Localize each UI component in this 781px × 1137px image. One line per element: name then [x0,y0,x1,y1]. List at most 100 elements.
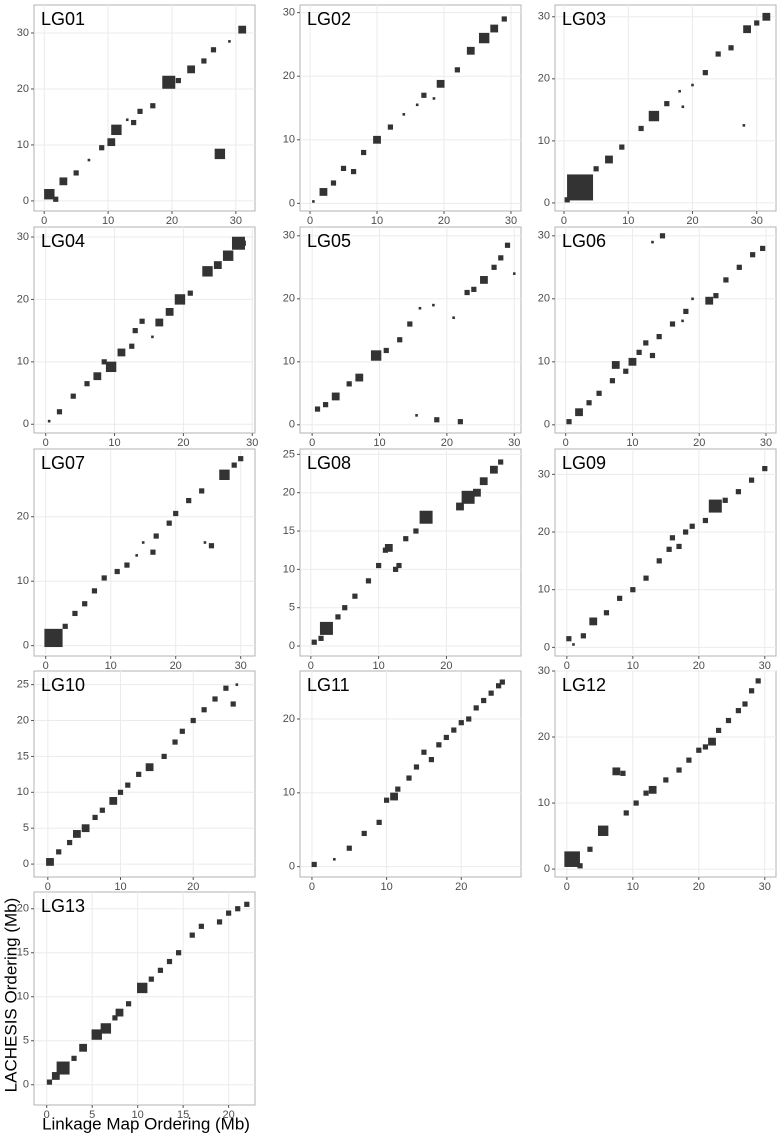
point [165,307,174,316]
panel: 0 10 20 0 5 10 15 20 25 LG08 [283,448,522,672]
x-tick-label: 20 [438,215,450,227]
y-tick-label: 20 [538,526,550,538]
point [708,499,722,513]
y-axis-label: LACHESIS Ordering (Mb) [1,898,20,1093]
point [480,276,488,284]
point [231,462,237,468]
point [461,490,475,504]
x-tick-label: 10 [108,437,120,449]
point [407,321,413,327]
point [496,683,502,689]
point [708,737,716,746]
point [230,701,236,707]
point [139,318,145,324]
x-tick-label: 30 [508,437,520,449]
point [223,685,229,691]
point [131,119,137,126]
point [406,775,412,781]
point [376,562,382,569]
point [432,97,436,100]
point [666,546,672,552]
point [51,1072,60,1080]
point [125,782,131,788]
point [748,477,755,483]
panel-title: LG12 [562,675,606,695]
point [346,845,352,851]
y-tick-label: 30 [17,27,29,39]
point [72,830,81,838]
point [762,12,771,21]
point [244,901,250,907]
point [623,368,629,374]
point [46,1079,53,1085]
x-tick-label: 20 [170,660,182,672]
point [135,554,138,557]
point [342,605,348,611]
plot-area [554,448,777,657]
point [458,720,464,726]
y-tick-label: 20 [283,70,295,82]
point [355,373,364,382]
point [760,245,766,252]
y-tick-label: 15 [283,525,295,537]
point [762,466,768,472]
point [352,593,358,599]
point [314,406,321,412]
point [659,233,666,239]
y-tick-label: 10 [538,584,550,596]
x-tick-label: 0 [564,660,570,672]
point [46,858,54,866]
y-tick-label: 5 [23,1035,29,1047]
point [432,303,435,307]
point [187,65,196,74]
point [70,393,76,399]
y-tick-label: 20 [538,73,550,85]
point [630,587,636,593]
point [62,623,68,629]
point [99,145,105,151]
point [451,727,457,733]
y-tick-label: 30 [538,665,550,677]
plot-area [554,226,777,434]
point [736,264,742,270]
x-tick-label: 10 [622,215,634,227]
x-tick-label: 10 [114,881,126,893]
x-tick-label: 20 [455,881,467,893]
y-tick-label: 5 [23,822,29,834]
point [312,200,315,203]
point [564,851,580,867]
y-tick-label: 10 [17,991,29,1003]
y-tick-label: 20 [17,903,29,915]
point [203,541,207,544]
point [202,266,213,277]
y-tick-label: 0 [23,1079,29,1091]
point [488,690,494,696]
point [199,488,205,494]
point [166,958,173,965]
point [715,51,721,57]
x-tick-label: 0 [561,215,567,227]
y-tick-label: 15 [17,750,29,762]
point [663,777,669,783]
point [656,334,662,340]
point [210,47,217,53]
point [587,846,593,852]
point [73,170,79,176]
y-tick-label: 20 [283,487,295,499]
point [186,497,192,504]
point [597,825,609,836]
point [216,919,223,925]
point [208,543,215,549]
point [124,562,130,568]
point [620,770,626,776]
point [240,240,246,246]
point [137,108,143,114]
panel-title: LG03 [562,9,606,29]
point [638,125,644,132]
point [141,541,145,544]
panel: 0 10 20 0 10 20 LG11 [283,670,522,893]
point [689,523,695,529]
point [84,381,90,387]
point [189,932,195,938]
